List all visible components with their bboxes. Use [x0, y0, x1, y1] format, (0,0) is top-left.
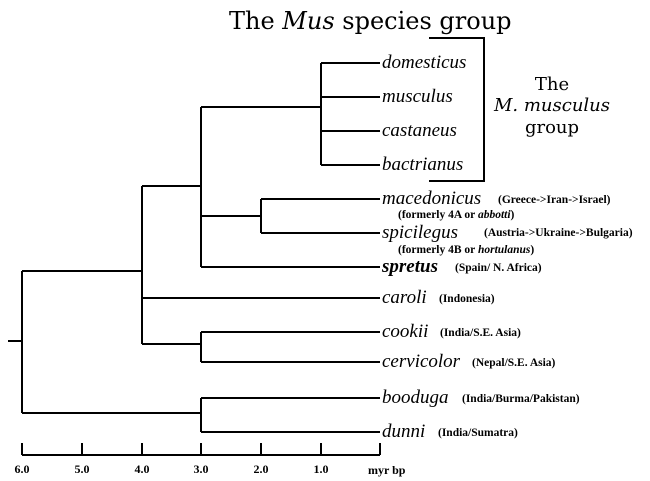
taxon-spretus: spretus [381, 256, 438, 277]
time-axis [21, 443, 381, 456]
note-macedonicus: (formerly 4A or abbotti) [398, 209, 515, 221]
axis-tick-label: 4.0 [135, 462, 150, 476]
region-caroli: (Indonesia) [439, 293, 495, 305]
tree-branches [8, 62, 380, 433]
taxon-cervicolor: cervicolor [382, 351, 461, 372]
region-macedonicus: (Greece->Iran->Israel) [498, 194, 611, 206]
region-dunni: (India/Sumatra) [438, 427, 518, 439]
axis-tick-label: 3.0 [194, 462, 209, 476]
taxon-spicilegus: spicilegus [382, 222, 458, 243]
subgroup-label-line1: The [535, 74, 569, 95]
taxon-musculus: musculus [382, 86, 453, 107]
axis-unit-label: myr bp [368, 463, 406, 477]
taxon-domesticus: domesticus [382, 52, 466, 73]
taxon-cookii: cookii [382, 321, 428, 342]
taxon-dunni: dunni [382, 421, 425, 442]
taxon-macedonicus: macedonicus [382, 188, 481, 209]
diagram-title: The Mus species group [229, 7, 512, 35]
region-cervicolor: (Nepal/S.E. Asia) [472, 357, 556, 369]
musculus-group-bracket [429, 37, 485, 182]
taxon-bactrianus: bactrianus [382, 154, 463, 175]
subgroup-label-line2: M. musculus [493, 95, 610, 116]
subgroup-label-line3: group [525, 117, 579, 138]
axis-tick-label: 2.0 [254, 462, 269, 476]
region-booduga: (India/Burma/Pakistan) [462, 393, 580, 405]
region-cookii: (India/S.E. Asia) [440, 327, 521, 339]
axis-tick-label: 1.0 [314, 462, 329, 476]
region-spretus: (Spain/ N. Africa) [455, 262, 542, 274]
note-spicilegus: (formerly 4B or hortulanus) [398, 244, 534, 256]
region-spicilegus: (Austria->Ukraine->Bulgaria) [484, 227, 633, 239]
axis-tick-label: 6.0 [15, 462, 30, 476]
taxon-caroli: caroli [382, 287, 427, 308]
axis-tick-label: 5.0 [75, 462, 90, 476]
taxon-castaneus: castaneus [382, 120, 457, 141]
taxon-booduga: booduga [382, 387, 449, 408]
